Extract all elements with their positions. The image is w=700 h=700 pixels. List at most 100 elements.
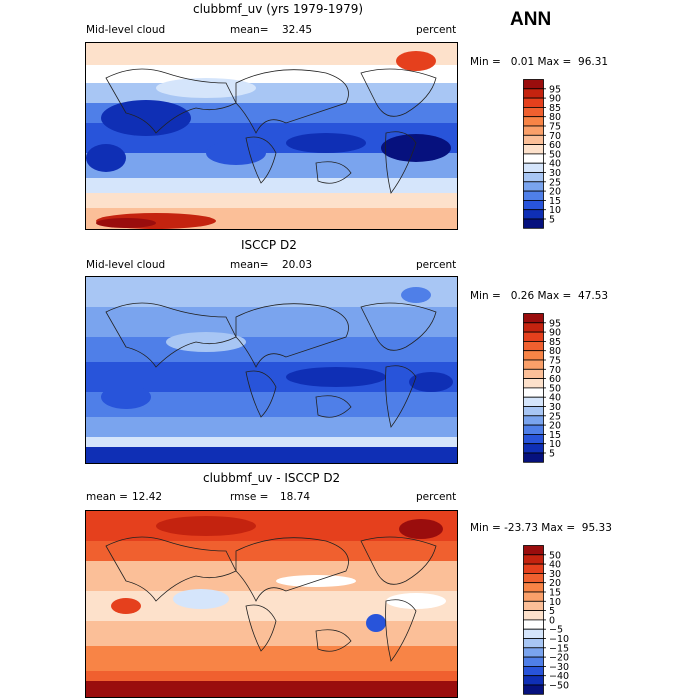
colorbar-label: 85 <box>549 337 561 348</box>
colorbar-label: −40 <box>549 671 569 682</box>
colorbar-label: −5 <box>549 625 563 636</box>
panel3-rmse-value: 18.74 <box>280 491 311 503</box>
colorbar-box <box>523 200 544 211</box>
panel1-colorbar: 95 90 85 80 75 70 60 50 40 30 25 20 15 10 5 <box>523 79 593 230</box>
colorbar-label: 15 <box>549 588 561 599</box>
colorbar-label: 25 <box>549 177 561 188</box>
colorbar-label: −50 <box>549 681 569 692</box>
colorbar-label: 30 <box>549 569 561 580</box>
colorbar-box <box>523 452 544 463</box>
coastline <box>235 69 349 134</box>
colorbar-label: 10 <box>549 439 561 450</box>
colorbar-label: 90 <box>549 94 561 105</box>
colorbar-box <box>523 647 544 658</box>
colorbar-box <box>523 97 544 108</box>
colorbar-label: 25 <box>549 411 561 422</box>
colorbar-box <box>523 406 544 417</box>
colorbar-label: 70 <box>549 131 561 142</box>
colorbar-label: 60 <box>549 140 561 151</box>
colorbar-label: 75 <box>549 122 561 133</box>
coastline <box>385 599 417 662</box>
colorbar-box <box>523 172 544 183</box>
colorbar-box <box>523 340 544 352</box>
colorbar-box <box>523 610 544 621</box>
coastline <box>245 604 277 652</box>
panel3-colorbar: 50 40 30 20 15 10 5 0 −5 −10 −15 −20 −30 −40 −50 <box>523 545 593 696</box>
colorbar-label: 5 <box>549 215 555 226</box>
colorbar-box <box>523 209 544 220</box>
coastline <box>315 629 352 652</box>
panel1-min-max: Min = 0.01 Max = 96.31 <box>470 56 609 68</box>
colorbar-label: −15 <box>549 643 569 654</box>
panel2-title: ISCCP D2 <box>241 238 297 252</box>
colorbar-box <box>523 666 544 677</box>
colorbar-box <box>523 134 544 145</box>
colorbar-label: 0 <box>549 615 555 626</box>
coastline <box>385 131 417 194</box>
colorbar-label: −30 <box>549 662 569 673</box>
colorbar-label: 80 <box>549 346 561 357</box>
colorbar-box <box>523 181 544 192</box>
colorbar-box <box>523 313 544 324</box>
panel1-title: clubbmf_uv (yrs 1979-1979) <box>193 2 364 16</box>
colorbar-label: −20 <box>549 653 569 664</box>
panel2-colorbar: 95 90 85 80 75 70 60 50 40 30 25 20 15 10 5 <box>523 313 593 464</box>
panel1-variable: Mid-level cloud <box>86 24 166 36</box>
colorbar-box <box>523 144 544 155</box>
colorbar-label: 10 <box>549 597 561 608</box>
colorbar-box <box>523 582 544 593</box>
colorbar-label: 90 <box>549 328 561 339</box>
panel2-min-max: Min = 0.26 Max = 47.53 <box>470 290 609 302</box>
panel1-mean-label: mean= <box>230 24 269 36</box>
panel2-mean-label: mean= <box>230 259 269 271</box>
colorbar-box <box>523 675 544 686</box>
season-label: ANN <box>510 9 552 30</box>
colorbar-box <box>523 153 544 164</box>
colorbar-label: 50 <box>549 383 561 394</box>
colorbar-box <box>523 424 544 435</box>
panel1-units: percent <box>416 24 457 36</box>
colorbar-label: 40 <box>549 159 561 170</box>
colorbar-box <box>523 190 544 201</box>
colorbar-label: 30 <box>549 168 561 179</box>
colorbar-box <box>523 600 544 611</box>
colorbar-label: −10 <box>549 634 569 645</box>
colorbar-box <box>523 331 544 342</box>
colorbar-box <box>523 628 544 639</box>
panel2-variable: Mid-level cloud <box>86 259 166 271</box>
colorbar-box <box>523 638 544 649</box>
colorbar-box <box>523 116 544 127</box>
colorbar-box <box>523 656 544 667</box>
colorbar-label: 50 <box>549 149 561 160</box>
panel2-units: percent <box>416 259 457 271</box>
colorbar-box <box>523 322 544 333</box>
coastline <box>105 302 237 368</box>
panel3-field <box>86 511 457 697</box>
colorbar-box <box>523 368 544 379</box>
coastline <box>105 536 237 602</box>
coastline <box>315 161 352 184</box>
panel3-mean-label: mean = <box>86 491 128 503</box>
colorbar-label: 15 <box>549 430 561 441</box>
colorbar-label: 15 <box>549 196 561 207</box>
colorbar-box <box>523 125 544 136</box>
colorbar-label: 5 <box>549 449 555 460</box>
panel1-mean-value: 32.45 <box>282 24 313 36</box>
panel3-min-max: Min = -23.73 Max = 95.33 <box>470 522 612 534</box>
colorbar-box <box>523 378 544 389</box>
colorbar-box <box>523 591 544 602</box>
colorbar-box <box>523 79 544 90</box>
colorbar-label: 60 <box>549 374 561 385</box>
panel1-field <box>86 43 457 229</box>
colorbar-box <box>523 572 544 584</box>
colorbar-box <box>523 684 544 695</box>
colorbar-box <box>523 106 544 118</box>
panel3-map <box>85 510 458 698</box>
panel2-map <box>85 276 458 464</box>
coastline <box>360 536 437 585</box>
panel3-rmse-label: rmse = <box>230 491 269 503</box>
colorbar-box <box>523 162 544 173</box>
colorbar-label: 50 <box>549 550 561 561</box>
colorbar-label: 20 <box>549 578 561 589</box>
colorbar-box <box>523 434 544 445</box>
